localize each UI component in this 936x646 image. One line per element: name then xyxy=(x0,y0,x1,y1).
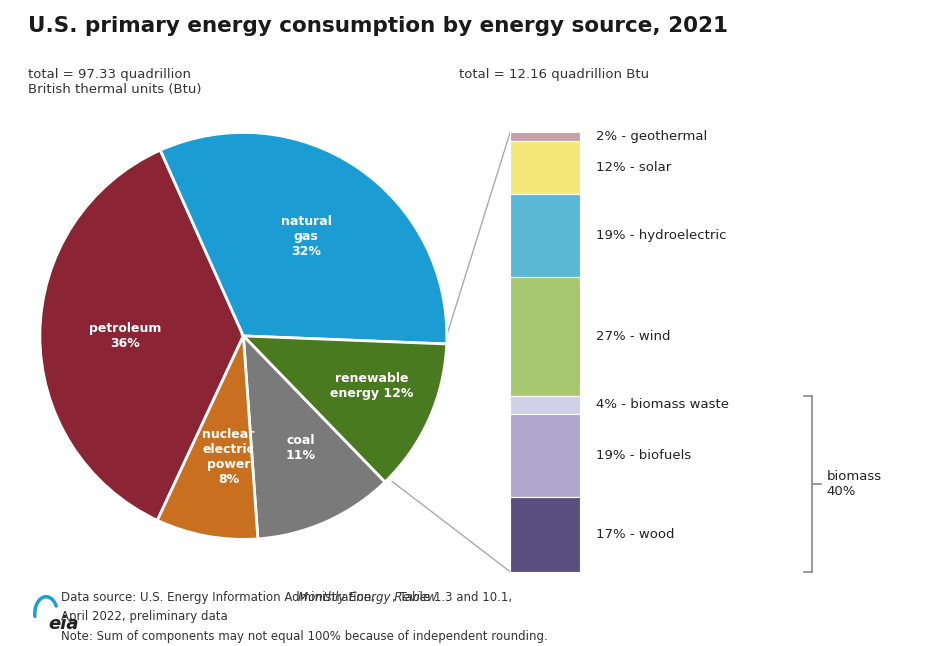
Text: petroleum
36%: petroleum 36% xyxy=(89,322,162,350)
Bar xyxy=(510,396,580,413)
Bar xyxy=(510,277,580,396)
Text: 4% - biomass waste: 4% - biomass waste xyxy=(596,399,729,412)
Text: total = 97.33 quadrillion
British thermal units (Btu): total = 97.33 quadrillion British therma… xyxy=(28,68,201,96)
Text: coal
11%: coal 11% xyxy=(286,434,316,462)
Bar xyxy=(510,132,580,141)
Wedge shape xyxy=(40,150,243,520)
Bar xyxy=(510,194,580,277)
Text: 2% - geothermal: 2% - geothermal xyxy=(596,130,708,143)
Text: Data source: U.S. Energy Information Administration,: Data source: U.S. Energy Information Adm… xyxy=(61,591,378,604)
Wedge shape xyxy=(157,336,258,539)
Text: renewable
energy 12%: renewable energy 12% xyxy=(330,372,414,401)
Text: biomass
40%: biomass 40% xyxy=(826,470,882,498)
Text: nuclear
electric
power
8%: nuclear electric power 8% xyxy=(202,428,255,486)
Text: Monthly Energy Review: Monthly Energy Review xyxy=(0,645,1,646)
Text: April 2022, preliminary data: April 2022, preliminary data xyxy=(61,610,227,623)
Wedge shape xyxy=(243,336,446,482)
Bar xyxy=(510,413,580,497)
Text: total = 12.16 quadrillion Btu: total = 12.16 quadrillion Btu xyxy=(459,68,649,81)
Text: U.S. primary energy consumption by energy source, 2021: U.S. primary energy consumption by energ… xyxy=(28,16,728,36)
Text: natural
gas
32%: natural gas 32% xyxy=(281,214,331,258)
Text: eia: eia xyxy=(49,616,80,633)
Text: Data source: U.S. Energy Information Administration,: Data source: U.S. Energy Information Adm… xyxy=(0,645,1,646)
Bar xyxy=(510,497,580,572)
Text: Monthly Energy Review: Monthly Energy Review xyxy=(299,591,437,604)
Text: 17% - wood: 17% - wood xyxy=(596,528,675,541)
Text: 12% - solar: 12% - solar xyxy=(596,161,671,174)
Text: , Table 1.3 and 10.1,: , Table 1.3 and 10.1, xyxy=(392,591,512,604)
Bar xyxy=(510,141,580,194)
Wedge shape xyxy=(243,336,385,539)
Text: 27% - wind: 27% - wind xyxy=(596,330,671,343)
Wedge shape xyxy=(160,132,446,344)
Text: Note: Sum of components may not equal 100% because of independent rounding.: Note: Sum of components may not equal 10… xyxy=(61,630,548,643)
Text: 19% - biofuels: 19% - biofuels xyxy=(596,449,692,462)
Text: 19% - hydroelectric: 19% - hydroelectric xyxy=(596,229,726,242)
